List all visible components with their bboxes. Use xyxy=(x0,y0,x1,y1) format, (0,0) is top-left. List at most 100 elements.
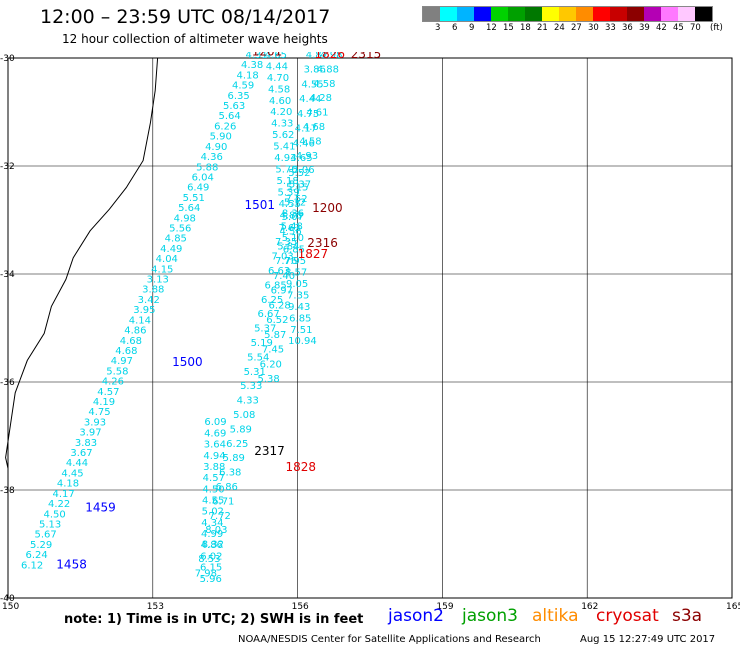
color-scale-swatch xyxy=(627,7,644,21)
wave-height-value: 5.37 xyxy=(289,180,311,191)
wave-height-value: 4.85 xyxy=(165,234,187,245)
longitude-tick-label: 162 xyxy=(581,602,598,612)
color-scale-swatch xyxy=(440,7,457,21)
wave-height-value: 4.50 xyxy=(43,509,65,520)
wave-height-value: 5.15 xyxy=(286,183,308,194)
wave-height-value: 6.85 xyxy=(264,280,286,291)
wave-height-value: 5.96 xyxy=(200,574,222,585)
color-scale-swatch xyxy=(525,7,542,21)
latitude-tick-label: -40 xyxy=(0,594,15,604)
wave-height-value: 6.28 xyxy=(268,300,290,311)
wave-height-value: 8.03 xyxy=(205,525,227,536)
wave-height-value: 4.31 xyxy=(245,52,267,61)
wave-height-value: 4.97 xyxy=(111,356,133,367)
wave-height-value: 4.90 xyxy=(205,142,227,153)
wave-height-value: 4.17 xyxy=(52,489,74,500)
wave-height-value: 3.93 xyxy=(84,417,106,428)
wave-height-value: 4.61 xyxy=(306,108,328,119)
legend-item-jason3: jason3 xyxy=(462,606,518,626)
wave-height-value: 4.44 xyxy=(266,61,288,72)
wave-height-value: 4.68 xyxy=(303,122,325,133)
wave-height-value: 4.98 xyxy=(320,52,342,61)
wave-height-value: 3.97 xyxy=(79,428,101,439)
color-scale-swatch xyxy=(576,7,593,21)
longitude-tick-label: 159 xyxy=(436,602,453,612)
wave-height-value: 7.51 xyxy=(290,325,312,336)
latitude-tick-label: -30 xyxy=(0,54,15,64)
wave-height-value: 3.42 xyxy=(138,295,160,306)
wave-height-value: 4.36 xyxy=(201,152,223,163)
wave-height-value: 4.18 xyxy=(57,479,79,490)
wave-height-value: 8.53 xyxy=(198,554,220,565)
wave-height-value: 5.02 xyxy=(202,507,224,518)
wave-height-value: 6.71 xyxy=(212,496,234,507)
color-scale-label: 30 xyxy=(588,23,599,33)
wave-height-value: 4.68 xyxy=(120,336,142,347)
wave-height-value: 4.58 xyxy=(299,136,321,147)
color-scale-label: 24 xyxy=(554,23,565,33)
color-scale-unit: (ft) xyxy=(710,23,723,33)
wave-height-value: 6.09 xyxy=(204,417,226,428)
generated-timestamp: Aug 15 12:27:49 UTC 2017 xyxy=(580,634,716,645)
wave-height-value: 4.19 xyxy=(93,397,115,408)
wave-height-value: 9.05 xyxy=(286,279,308,290)
credit-line: NOAA/NESDIS Center for Satellite Applica… xyxy=(238,634,541,645)
wave-height-value: 5.70 xyxy=(275,165,297,176)
pass-time-label: 2316 xyxy=(307,236,338,250)
wave-height-value: 10.94 xyxy=(288,336,317,347)
wave-height-value: 7.76 xyxy=(275,256,297,267)
wave-height-value: 4.94 xyxy=(203,451,225,462)
wave-height-value: 4.26 xyxy=(102,377,124,388)
color-scale-swatch xyxy=(644,7,661,21)
wave-height-value: 9.43 xyxy=(288,302,310,313)
color-scale-label: 12 xyxy=(486,23,497,33)
wave-height-value: 4.65 xyxy=(290,153,312,164)
wave-height-value: 4.99 xyxy=(201,529,223,540)
wave-height-value: 4.14 xyxy=(129,315,151,326)
wave-height-value: 3.88 xyxy=(142,285,164,296)
wave-height-value: 4.93 xyxy=(296,151,318,162)
wave-height-value: 4.69 xyxy=(204,428,226,439)
pass-time-label: 1828 xyxy=(286,460,317,474)
wave-height-value: 3.83 xyxy=(75,438,97,449)
wave-height-value: 5.39 xyxy=(277,187,299,198)
wave-height-value: 4.58 xyxy=(313,79,335,90)
wave-height-value: 7.95 xyxy=(284,256,306,267)
pass-time-label: 1201 xyxy=(252,52,283,58)
color-scale-label: 36 xyxy=(622,23,633,33)
wave-height-value: 4.55 xyxy=(202,496,224,507)
wave-height-value: 6.20 xyxy=(260,359,282,370)
wave-height-value: 3.95 xyxy=(133,305,155,316)
footnote: note: 1) Time is in UTC; 2) SWH is in fe… xyxy=(64,612,364,627)
wave-height-value: 4.17 xyxy=(295,124,317,135)
wave-height-value: 4.55 xyxy=(301,80,323,91)
wave-height-value: 4.38 xyxy=(241,60,263,71)
pass-time-label: 1200 xyxy=(312,201,343,215)
color-scale-label: 9 xyxy=(469,23,475,33)
wave-height-value: 7.98 xyxy=(195,568,217,579)
pass-time-label: 1827 xyxy=(298,247,329,261)
wave-height-value: 7.35 xyxy=(275,237,297,248)
wave-height-value: 4.82 xyxy=(306,52,328,61)
color-scale-swatch xyxy=(610,7,627,21)
wave-height-value: 6.86 xyxy=(216,482,238,493)
wave-height-value: 4.28 xyxy=(310,93,332,104)
wave-height-value: 5.56 xyxy=(169,224,191,235)
color-scale-swatch xyxy=(474,7,491,21)
wave-height-value: 5.19 xyxy=(251,338,273,349)
wave-height-value: 5.13 xyxy=(39,520,61,531)
wave-height-value: 5.38 xyxy=(257,374,279,385)
wave-height-value: 5.58 xyxy=(106,366,128,377)
wave-height-value: 4.34 xyxy=(201,518,223,529)
color-scale-label: 6 xyxy=(452,23,458,33)
color-scale-legend: 3 6 9 12 15 18 21 24 27 30 33 36 39 42 45 70 (ft) xyxy=(422,6,723,34)
pass-time-label: 1458 xyxy=(56,557,87,571)
wave-height-value: 4.58 xyxy=(268,84,290,95)
wave-height-value: 6.24 xyxy=(25,550,47,561)
wave-height-value: 4.93 xyxy=(274,153,296,164)
legend-item-s3a: s3a xyxy=(672,606,703,626)
wave-height-value: 5.37 xyxy=(254,324,276,335)
wave-height-value: 5.51 xyxy=(183,193,205,204)
wave-height-value: 7.45 xyxy=(262,345,284,356)
wave-height-value: 4.75 xyxy=(297,109,319,120)
